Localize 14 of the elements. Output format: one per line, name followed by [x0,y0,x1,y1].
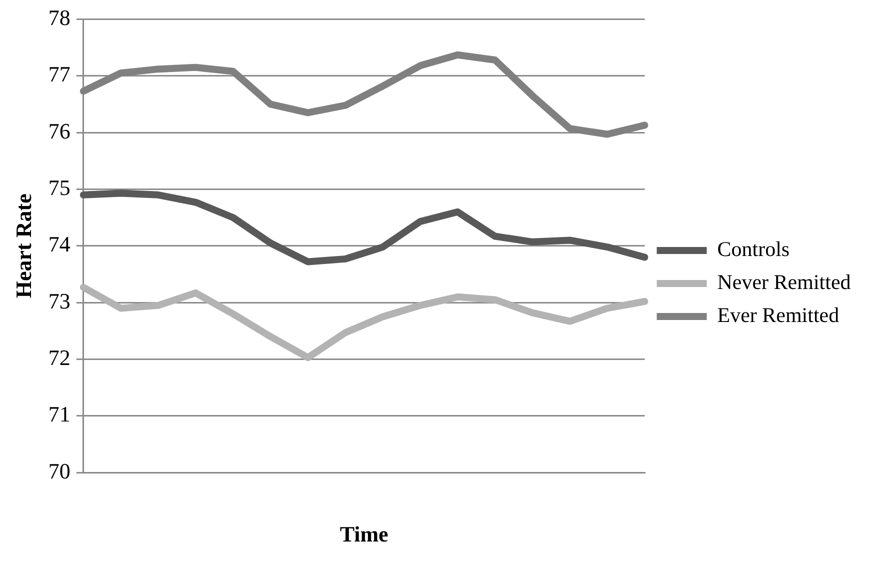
x-axis-title: Time [340,521,389,546]
y-tick-label: 72 [48,345,70,370]
y-tick-label: 77 [48,62,70,87]
y-tick-label: 73 [48,288,70,314]
y-tick-label: 70 [48,458,70,484]
legend-label: Controls [717,237,790,262]
y-tick-label: 74 [48,232,70,257]
y-axis-title: Heart Rate [10,193,36,298]
y-tick-label: 71 [48,402,70,427]
y-tick-label: 76 [48,118,70,144]
y-tick-label: 78 [48,4,70,30]
y-tick-label: 75 [48,175,70,200]
legend-label: Never Remitted [717,270,852,294]
legend-label: Ever Remitted [717,303,840,328]
